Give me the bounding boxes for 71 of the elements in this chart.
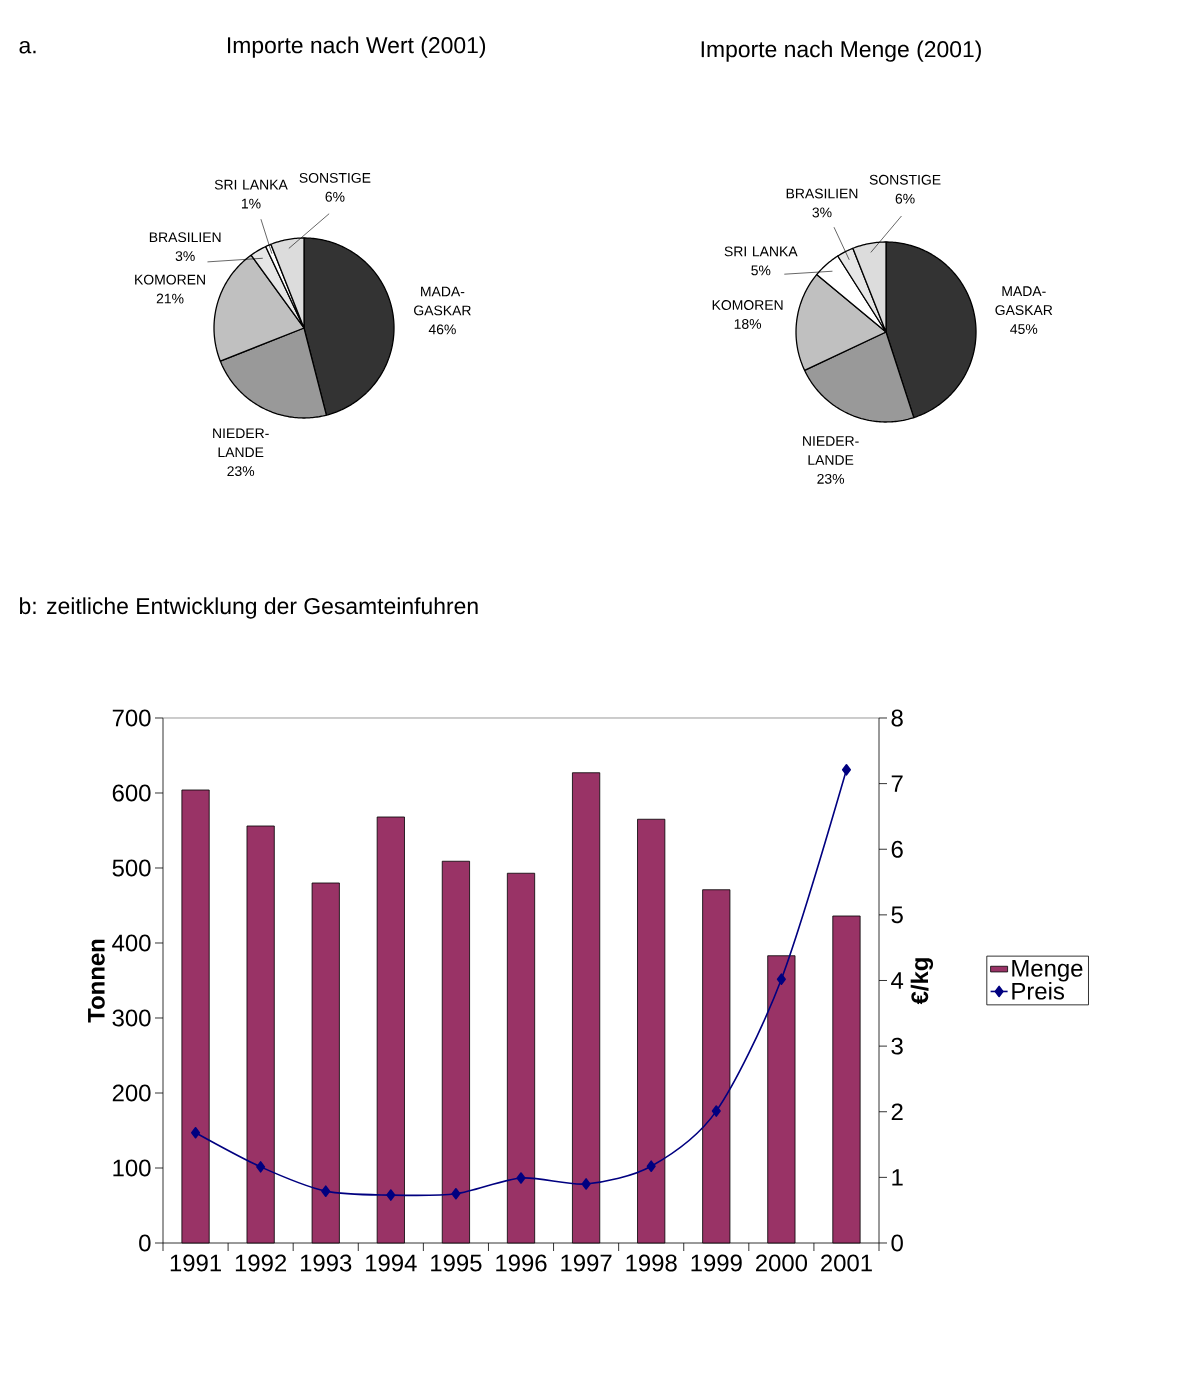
x-tick-label: 1996 <box>496 1254 547 1272</box>
y2-tick-label: 3 <box>891 1037 903 1055</box>
y-tick-label: 400 <box>112 934 151 952</box>
y2-tick-label: 8 <box>891 709 903 727</box>
point <box>516 1172 526 1184</box>
data-label: 5% <box>751 265 771 276</box>
data-label: 6% <box>895 193 915 204</box>
data-label: 1% <box>241 198 261 209</box>
y-tick-label: 0 <box>139 1234 151 1252</box>
y-tick-label: 700 <box>112 709 151 727</box>
chart-title: b: zeitliche Entwicklung der Gesamteinfuhren <box>20 597 478 619</box>
y2-axis-title: €/kg <box>910 958 934 1005</box>
y2-tick-label: 7 <box>891 775 903 792</box>
slice-label: MADA-GASKAR <box>995 286 1053 316</box>
data-label: 6% <box>325 191 345 202</box>
x-tick-label: 1994 <box>366 1254 417 1272</box>
legend-label: Preis <box>1012 982 1064 1000</box>
x-tick-label: 2000 <box>755 1254 808 1272</box>
slice-label: NIEDER-LANDE <box>213 428 269 458</box>
point <box>256 1161 266 1173</box>
x-tick-label: 1998 <box>626 1254 677 1272</box>
y-tick-label: 100 <box>113 1159 151 1177</box>
y2-tick-label: 6 <box>891 840 903 858</box>
y2-tick-label: 2 <box>891 1103 903 1121</box>
data-label: 21% <box>156 293 184 304</box>
x-tick-label: 1993 <box>300 1254 352 1272</box>
slice-label: SONSTIGE <box>299 172 371 183</box>
x-tick-label: 1992 <box>235 1254 287 1272</box>
slice-label: SONSTIGE <box>869 174 941 185</box>
x-tick-label: 2001 <box>821 1254 872 1272</box>
y2-tick-label: 5 <box>891 906 903 924</box>
slice-label: BRASILIEN <box>149 232 221 243</box>
y-tick-label: 300 <box>112 1009 151 1027</box>
slice-label: BRASILIEN <box>786 188 858 199</box>
data-label: 3% <box>812 207 832 218</box>
y-tick-label: 600 <box>112 784 151 802</box>
chart-title: Importe nach Menge (2001) <box>701 40 981 62</box>
slice-label: NIEDER-LANDE <box>803 436 859 465</box>
data-label: 18% <box>734 319 762 329</box>
x-tick-label: 1995 <box>431 1254 482 1272</box>
legend-label: Menge <box>1012 960 1083 982</box>
chart-title: Importe nach Wert (2001) <box>227 36 486 58</box>
y2-tick-label: 1 <box>892 1169 903 1186</box>
data-label: 23% <box>227 466 255 477</box>
y-tick-label: 500 <box>112 859 151 877</box>
point <box>841 764 852 776</box>
data-label: 3% <box>175 251 195 262</box>
point <box>386 1189 396 1201</box>
x-tick-label: 1991 <box>170 1254 221 1272</box>
slice-label: SRI LANKA <box>214 179 288 190</box>
data-label: 23% <box>817 473 845 484</box>
x-tick-label: 1999 <box>691 1254 742 1272</box>
point <box>711 1105 721 1117</box>
point <box>776 973 786 985</box>
data-label: 45% <box>1010 324 1038 334</box>
slice-label: KOMOREN <box>135 274 205 285</box>
slice-label: MADA-GASKAR <box>414 286 471 316</box>
y2-tick-label: 4 <box>891 972 904 989</box>
slice-label: SRI LANKA <box>724 246 798 257</box>
point <box>646 1160 656 1173</box>
data-label: 46% <box>428 324 456 335</box>
point <box>451 1187 461 1200</box>
y-tick-label: 200 <box>112 1084 151 1102</box>
point <box>321 1185 331 1197</box>
slice-label: KOMOREN <box>712 300 783 310</box>
y-axis-title: Tonnen <box>88 939 105 1023</box>
y2-tick-label: 0 <box>891 1234 903 1252</box>
point <box>581 1178 591 1190</box>
point <box>191 1126 201 1139</box>
x-tick-label: 1997 <box>561 1254 612 1272</box>
text: a. <box>19 40 36 54</box>
